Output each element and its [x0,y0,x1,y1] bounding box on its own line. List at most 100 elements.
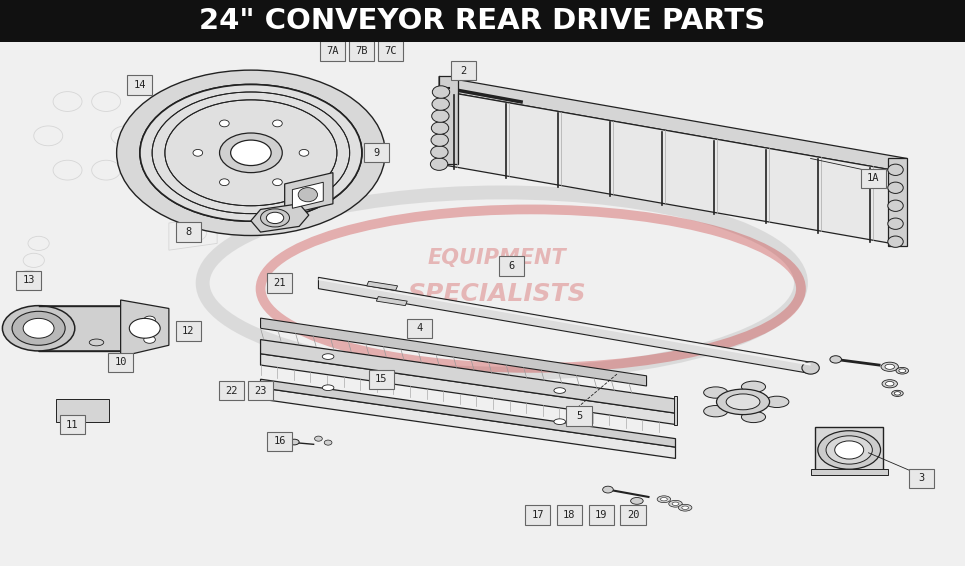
Ellipse shape [898,369,906,372]
Ellipse shape [703,405,728,417]
Text: 15: 15 [375,374,387,384]
FancyBboxPatch shape [320,41,345,61]
Polygon shape [261,340,676,413]
Polygon shape [318,277,811,374]
Ellipse shape [881,362,898,371]
Ellipse shape [273,120,283,127]
Ellipse shape [272,179,282,186]
Text: 7A: 7A [327,46,339,56]
Text: 8: 8 [185,227,191,237]
Polygon shape [261,379,676,447]
FancyBboxPatch shape [349,41,374,61]
Text: 4: 4 [417,323,423,333]
Ellipse shape [432,98,450,110]
Ellipse shape [888,218,903,229]
Ellipse shape [896,367,909,374]
Text: 3: 3 [919,473,924,483]
Ellipse shape [660,498,668,501]
Polygon shape [367,281,398,290]
Ellipse shape [681,506,689,509]
Ellipse shape [431,134,449,147]
Text: 5: 5 [576,411,582,421]
Polygon shape [292,182,323,208]
Ellipse shape [12,311,66,345]
Ellipse shape [266,212,284,224]
Ellipse shape [299,149,309,156]
Ellipse shape [554,388,565,393]
Text: 12: 12 [182,326,194,336]
Text: 11: 11 [67,419,78,430]
Text: 17: 17 [532,510,543,520]
Ellipse shape [716,389,770,414]
Ellipse shape [726,394,760,410]
Polygon shape [261,388,676,458]
Ellipse shape [669,500,682,507]
Ellipse shape [219,179,229,186]
FancyBboxPatch shape [451,61,476,80]
FancyBboxPatch shape [407,319,432,338]
FancyBboxPatch shape [127,75,152,95]
FancyBboxPatch shape [16,271,41,290]
FancyBboxPatch shape [176,222,201,242]
Polygon shape [121,300,169,357]
Polygon shape [888,158,907,246]
Ellipse shape [89,339,104,346]
Ellipse shape [888,200,903,212]
Text: 1A: 1A [868,173,879,183]
Ellipse shape [219,133,282,173]
FancyBboxPatch shape [369,370,394,389]
Ellipse shape [140,84,362,221]
FancyBboxPatch shape [557,505,582,525]
Text: 20: 20 [627,510,639,520]
Polygon shape [376,297,407,306]
FancyBboxPatch shape [60,415,85,434]
FancyBboxPatch shape [219,381,244,400]
Ellipse shape [430,158,448,170]
FancyBboxPatch shape [108,353,133,372]
Ellipse shape [231,140,271,166]
Polygon shape [674,396,677,424]
Ellipse shape [802,362,819,374]
Text: 7C: 7C [385,46,397,56]
Text: SPECIALISTS: SPECIALISTS [407,282,587,306]
Ellipse shape [602,486,614,493]
Ellipse shape [888,164,903,175]
FancyBboxPatch shape [267,273,292,293]
Ellipse shape [144,336,155,343]
FancyBboxPatch shape [620,505,646,525]
Ellipse shape [431,122,449,134]
Ellipse shape [835,441,864,459]
Ellipse shape [315,436,322,441]
Ellipse shape [432,86,450,98]
FancyBboxPatch shape [0,0,965,42]
Ellipse shape [672,502,679,505]
Polygon shape [811,469,888,475]
Ellipse shape [431,110,449,122]
Text: 22: 22 [226,385,237,396]
Ellipse shape [895,392,900,395]
Ellipse shape [140,84,362,221]
FancyBboxPatch shape [56,399,109,422]
Polygon shape [251,204,309,232]
Text: 19: 19 [595,510,607,520]
Text: 13: 13 [23,275,35,285]
Ellipse shape [129,318,160,338]
Ellipse shape [322,385,334,391]
FancyBboxPatch shape [525,505,550,525]
Ellipse shape [741,411,765,423]
Ellipse shape [630,498,644,504]
Text: 7B: 7B [356,46,368,56]
Ellipse shape [741,381,765,392]
Polygon shape [815,427,883,473]
Ellipse shape [290,439,299,445]
Ellipse shape [261,209,290,227]
Text: EQUIPMENT: EQUIPMENT [427,247,566,268]
Ellipse shape [322,354,334,359]
Polygon shape [261,318,647,386]
FancyBboxPatch shape [589,505,614,525]
Ellipse shape [886,381,894,386]
Text: 2: 2 [460,66,466,76]
Ellipse shape [657,496,671,503]
Ellipse shape [144,316,155,324]
Ellipse shape [888,236,903,247]
